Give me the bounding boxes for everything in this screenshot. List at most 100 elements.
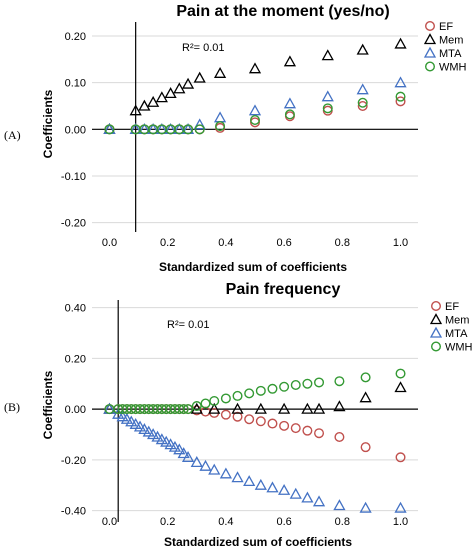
x-tick-label: 0.2 [160, 516, 175, 528]
data-point [321, 49, 334, 61]
data-point [231, 471, 244, 483]
data-point [394, 381, 407, 393]
data-point [232, 390, 243, 401]
r-squared-annotation: R²= 0.01 [182, 42, 225, 54]
data-point [193, 71, 206, 83]
data-point [104, 124, 115, 135]
data-point [181, 77, 195, 89]
data-point [168, 440, 182, 452]
x-tick-label: 1.0 [393, 516, 408, 528]
data-point [290, 379, 301, 390]
x-tick-label: 0.6 [276, 237, 291, 249]
data-point [213, 111, 227, 123]
legend-marker [431, 341, 442, 352]
data-point [147, 95, 160, 107]
data-point [266, 481, 279, 493]
legend-marker [429, 313, 443, 325]
data-point [395, 368, 406, 379]
y-tick-label: -0.20 [61, 218, 86, 230]
data-point [283, 55, 297, 67]
data-point [314, 377, 325, 388]
data-point [183, 124, 194, 135]
data-point [129, 104, 142, 116]
data-point [394, 37, 407, 49]
data-point [301, 491, 314, 503]
data-point [147, 428, 160, 440]
data-point [120, 412, 134, 424]
y-tick-label: 0.00 [65, 404, 86, 416]
data-point [231, 402, 244, 414]
legend-marker [429, 326, 443, 338]
data-point [279, 381, 290, 392]
data-point [395, 452, 406, 463]
data-point [248, 62, 262, 74]
legend-marker [423, 33, 437, 45]
data-point [164, 87, 177, 99]
data-marks [103, 37, 407, 135]
x-tick-label: 0.4 [218, 516, 233, 528]
legend-label: MTA [439, 48, 462, 60]
tick-labels: 0.20 0.10 0.00 -0.10 -0.20 0.0 0.2 0.4 0.6 0.8 1.0 [61, 31, 408, 249]
legend-marker [423, 46, 437, 58]
legend-item: MTA [423, 46, 462, 60]
data-point [278, 483, 291, 495]
data-point [129, 417, 142, 429]
legend-marker [425, 21, 436, 32]
data-point [255, 416, 266, 427]
data-point [164, 438, 177, 450]
x-tick-label: 0.8 [335, 516, 350, 528]
data-point [190, 402, 203, 414]
data-point [360, 372, 371, 383]
chart-title: Pain at the moment (yes/no) [176, 3, 389, 20]
data-point [333, 400, 346, 412]
data-point [394, 76, 407, 88]
data-point [232, 411, 243, 422]
series-wmh [104, 368, 406, 415]
data-point [356, 83, 369, 95]
series-mem [103, 37, 407, 134]
data-point [178, 404, 189, 415]
data-point [213, 66, 227, 78]
data-point [356, 43, 369, 55]
data-point [267, 383, 278, 394]
data-point [267, 418, 278, 429]
data-point [243, 475, 256, 487]
series-mem [103, 381, 407, 414]
data-point [249, 114, 260, 125]
plot-frame [92, 22, 418, 232]
y-tick-label: -0.20 [61, 455, 86, 467]
data-point [220, 393, 231, 404]
data-point [290, 423, 301, 434]
y-tick-label: 0.20 [65, 31, 86, 43]
panel-letter-b: (B) [4, 400, 20, 414]
panel-letter-a: (A) [4, 128, 21, 142]
data-point [278, 402, 291, 414]
data-marks [103, 368, 407, 513]
data-point [359, 391, 372, 403]
legend-label: Mem [445, 315, 469, 327]
data-point [395, 91, 406, 102]
data-point [208, 402, 221, 414]
data-point [255, 385, 266, 396]
data-point [314, 428, 325, 439]
legend-marker [431, 301, 442, 312]
data-point [191, 401, 202, 412]
y-tick-label: 0.00 [65, 124, 86, 136]
data-point [302, 425, 313, 436]
x-tick-label: 0.6 [276, 516, 291, 528]
legend-label: WMH [445, 342, 473, 354]
data-point [151, 430, 164, 442]
data-point [183, 404, 194, 415]
chart-pain-frequency: Pain frequency Coefficients Standardized… [41, 281, 473, 549]
x-tick-label: 0.4 [218, 237, 233, 249]
data-point [357, 100, 368, 111]
legend-label: WMH [439, 62, 467, 74]
legend-item: EF [431, 301, 459, 313]
data-point [302, 378, 313, 389]
y-tick-label: -0.10 [61, 171, 86, 183]
data-point [193, 118, 206, 130]
y-axis-label: Coefficients [41, 89, 55, 158]
data-point [133, 420, 147, 432]
legend-label: EF [445, 301, 459, 313]
